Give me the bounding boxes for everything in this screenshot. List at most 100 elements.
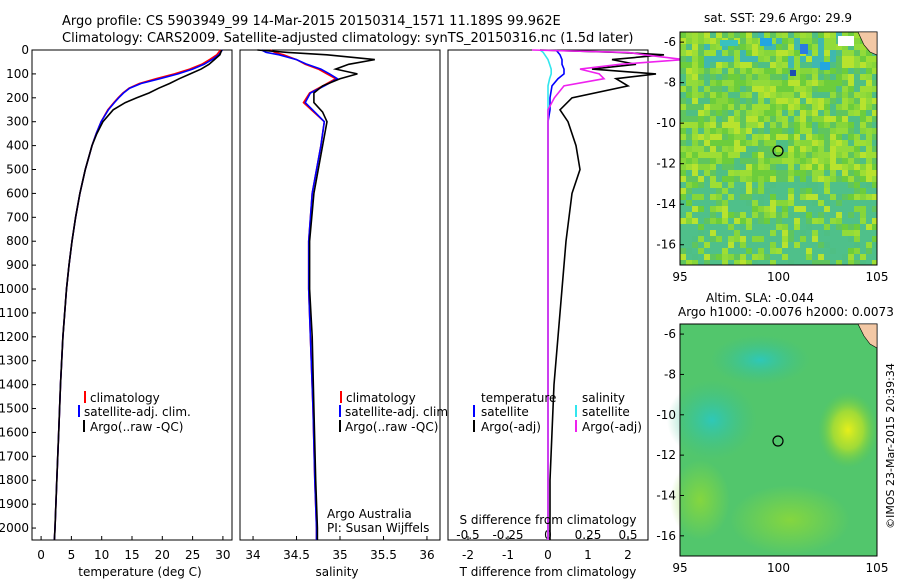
x-tick-label: -1 [502, 548, 514, 562]
sst-cell [764, 92, 770, 98]
sst-cell [794, 62, 800, 68]
sst-cell [782, 104, 788, 110]
sst-cell [782, 68, 788, 74]
sst-cell [704, 86, 710, 92]
sst-cell [710, 218, 716, 224]
sst-cell [770, 236, 776, 242]
sla-map-title-line-1: Altim. SLA: -0.044 [706, 291, 814, 305]
sst-cell [710, 68, 716, 74]
sst-cell [872, 134, 877, 140]
sst-cell [824, 50, 830, 56]
sst-cell [842, 182, 848, 188]
sst-cell [860, 68, 866, 74]
sst-cell [716, 152, 722, 158]
sst-cell [788, 206, 794, 212]
sst-cell [728, 104, 734, 110]
sst-cell [842, 236, 848, 242]
sst-cell [734, 32, 740, 38]
sst-cell [824, 44, 830, 50]
sst-cell [788, 128, 794, 134]
sst-cell [872, 176, 877, 182]
sst-cell [692, 104, 698, 110]
sst-cell [692, 224, 698, 230]
sst-cell [752, 116, 758, 122]
sst-cell [800, 188, 806, 194]
legend-label-argo: Argo(..raw -QC) [90, 420, 183, 434]
sst-cell [728, 206, 734, 212]
sst-cell [740, 74, 746, 80]
sst-cell [836, 110, 842, 116]
sst-cell [686, 212, 692, 218]
sst-cell [758, 68, 764, 74]
sst-cell [836, 56, 842, 62]
map-y-tick-label: -6 [664, 35, 676, 49]
sst-cell [704, 134, 710, 140]
temperature-lines [53, 49, 223, 541]
sst-cell [686, 248, 692, 254]
sst-cell [848, 236, 854, 242]
sst-cell [752, 38, 758, 44]
sst-cell [722, 134, 728, 140]
sst-cell [752, 188, 758, 194]
sst-cell [782, 182, 788, 188]
sst-cell [770, 242, 776, 248]
sst-cell [752, 80, 758, 86]
sst-cell [812, 146, 818, 152]
temperature-plot-frame [31, 49, 233, 541]
sst-cell [764, 152, 770, 158]
sst-cell [842, 224, 848, 230]
sst-cell [740, 98, 746, 104]
sst-cell [800, 170, 806, 176]
sst-cell [734, 200, 740, 206]
sst-cell [746, 32, 752, 38]
sst-cell [776, 194, 782, 200]
sst-cell [752, 98, 758, 104]
sst-cell [794, 146, 800, 152]
sst-cell [776, 86, 782, 92]
sla-map-title-line-2: Argo h1000: -0.0076 h2000: 0.0073 [678, 305, 894, 319]
sst-cell [854, 128, 860, 134]
sst-cell [812, 56, 818, 62]
x-tick-label: 36 [419, 548, 434, 562]
sst-cell [746, 194, 752, 200]
sst-cell [776, 80, 782, 86]
sst-cell [746, 44, 752, 50]
sst-cell [824, 200, 830, 206]
sst-cell [722, 116, 728, 122]
sst-cell [842, 128, 848, 134]
sst-cell [848, 122, 854, 128]
sst-cell [720, 40, 738, 46]
sst-cell [770, 122, 776, 128]
sst-cell [734, 218, 740, 224]
sst-cell [824, 260, 830, 265]
sst-cell [866, 248, 872, 254]
sst-cell [728, 44, 734, 50]
sst-cell [800, 158, 806, 164]
sst-cell [824, 218, 830, 224]
sst-cell [812, 182, 818, 188]
sst-cell [716, 206, 722, 212]
sst-cell [854, 212, 860, 218]
sst-cell [824, 188, 830, 194]
sst-cell [800, 122, 806, 128]
sst-cell [848, 188, 854, 194]
sst-cell [800, 218, 806, 224]
sst-cell [842, 86, 848, 92]
sst-cell [710, 176, 716, 182]
sst-cell [830, 218, 836, 224]
sst-cell [764, 62, 770, 68]
map-y-tick-label: -8 [664, 76, 676, 90]
sst-missing-cell [838, 36, 854, 46]
series-line-s_argo [531, 49, 685, 540]
sst-cell [818, 86, 824, 92]
sst-cell [716, 32, 722, 38]
sst-cell [854, 254, 860, 260]
sst-cell [704, 50, 710, 56]
sst-cell [776, 38, 782, 44]
sst-cell [716, 98, 722, 104]
temperature-xlabel: temperature (deg C) [78, 565, 201, 579]
sst-cell [758, 230, 764, 236]
sst-cell [680, 122, 686, 128]
sst-cell [842, 92, 848, 98]
sst-cell [788, 212, 794, 218]
